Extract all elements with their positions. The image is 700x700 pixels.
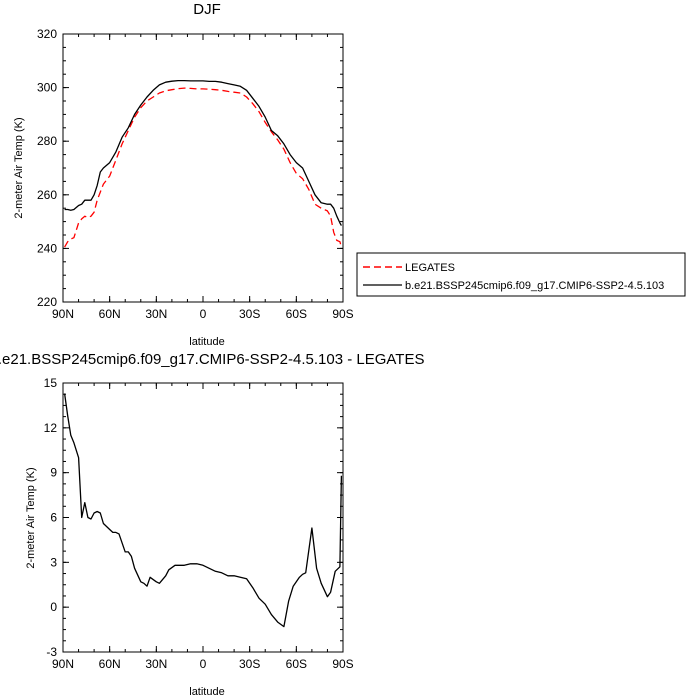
chart-bottom: b.e21.BSSP245cmip6.f09_g17.CMIP6-SSP2-4.… (0, 351, 424, 698)
chart-bottom-title: b.e21.BSSP245cmip6.f09_g17.CMIP6-SSP2-4.… (0, 351, 424, 368)
chart-top-xtick-label: 0 (200, 307, 207, 321)
chart-top-xtick-label: 60N (99, 307, 121, 321)
chart-bottom-xtick-label: 60N (99, 657, 121, 671)
chart-top-xtick-label: 90S (332, 307, 353, 321)
chart-top-series-0-line (64, 87, 343, 248)
chart-top-xtick-label: 60S (286, 307, 307, 321)
chart-bottom-ytick-label: 6 (50, 511, 57, 525)
chart-top-ytick-label: 260 (37, 188, 57, 202)
chart-top-title: DJF (193, 1, 221, 18)
chart-bottom-xtick-label: 30N (145, 657, 167, 671)
chart-top-axes: 90N 60N 30N 0 30S 60S 90S 220 240 260 280 300 320 (37, 27, 354, 321)
chart-top-series (64, 79, 343, 248)
chart-bottom-ytick-label: 3 (50, 555, 57, 569)
chart-top-series-1-line (64, 79, 342, 226)
chart-top-legend: LEGATES b.e21.BSSP245cmip6.f09_g17.CMIP6… (356, 252, 686, 297)
chart-top-ytick-label: 300 (37, 81, 57, 95)
chart-top: DJF 90N 60N 30N 0 30S 60S 90S 220 240 260 280 300 32… (13, 1, 354, 348)
chart-bottom-ylabel: 2-meter Air Temp (K) (25, 467, 37, 568)
chart-bottom-series (63, 393, 343, 628)
chart-bottom-xtick-label: 0 (200, 657, 207, 671)
chart-bottom-ylabel-text: 2-meter Air Temp (K) (25, 467, 37, 568)
chart-bottom-ytick-label: -3 (46, 645, 57, 659)
chart-bottom-series-0-line (63, 393, 343, 628)
chart-bottom-ytick-label: 15 (44, 376, 58, 390)
chart-bottom-axes: 90N 60N 30N 0 30S 60S 90S -3 0 3 6 9 12 15 (44, 376, 354, 671)
chart-top-ytick-label: 220 (37, 295, 57, 309)
chart-top-ylabel-text: 2-meter Air Temp (K) (13, 117, 25, 218)
chart-top-frame (62, 33, 344, 303)
chart-bottom-xtick-label: 90N (52, 657, 74, 671)
chart-top-xtick-label: 90N (52, 307, 74, 321)
chart-top-ytick-label: 240 (37, 241, 57, 255)
chart-bottom-frame (62, 382, 344, 653)
chart-bottom-ytick-label: 9 (50, 466, 57, 480)
legend-box (356, 252, 686, 297)
chart-top-ylabel: 2-meter Air Temp (K) (13, 117, 25, 218)
chart-bottom-ytick-label: 0 (50, 600, 57, 614)
legend-label-model: b.e21.BSSP245cmip6.f09_g17.CMIP6-SSP2-4.… (405, 280, 664, 292)
chart-bottom-xtick-label: 90S (332, 657, 353, 671)
chart-top-xtick-label: 30S (239, 307, 260, 321)
chart-top-xtick-label: 30N (145, 307, 167, 321)
chart-bottom-xtick-label: 30S (239, 657, 260, 671)
legend-label-legates: LEGATES (405, 262, 455, 274)
chart-bottom-ytick-label: 12 (44, 421, 58, 435)
chart-bottom-xtick-label: 60S (286, 657, 307, 671)
chart-top-xlabel: latitude (189, 336, 224, 348)
chart-top-ytick-label: 280 (37, 134, 57, 148)
chart-bottom-xlabel: latitude (189, 686, 224, 698)
chart-top-ytick-label: 320 (37, 27, 57, 41)
